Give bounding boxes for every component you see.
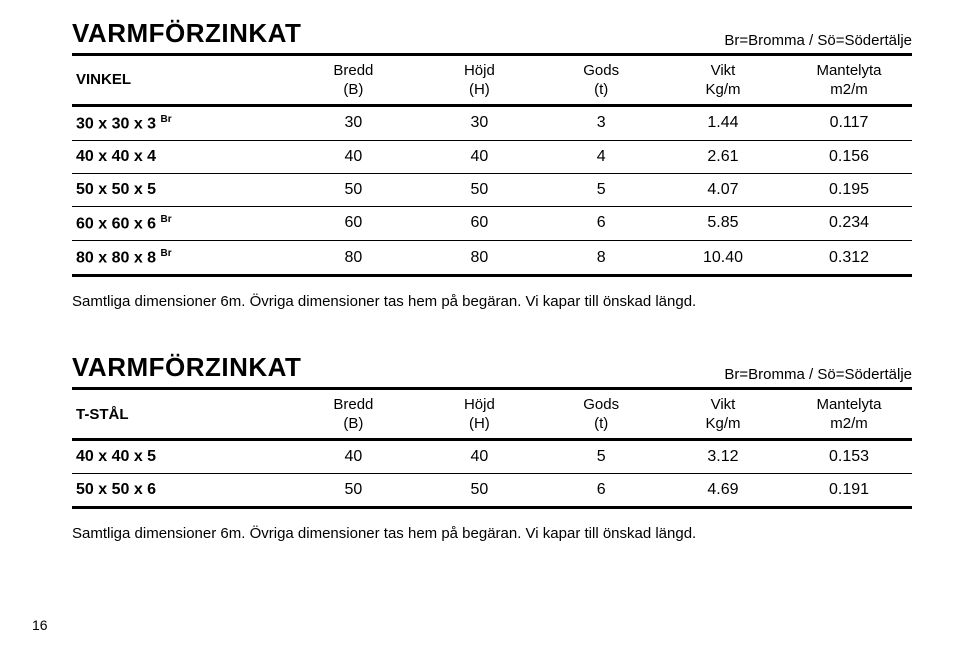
category-label-2: T-STÅL bbox=[76, 406, 129, 423]
section-vinkel: VARMFÖRZINKAT Br=Bromma / Sö=Södertälje … bbox=[72, 18, 912, 310]
cell-t: 5 bbox=[542, 439, 660, 473]
cell-dimension: 50 x 50 x 6 bbox=[72, 473, 290, 507]
cell-b: 40 bbox=[290, 140, 416, 173]
cell-b: 40 bbox=[290, 439, 416, 473]
cell-vikt: 1.44 bbox=[660, 105, 786, 140]
page-number: 16 bbox=[32, 617, 48, 633]
superscript-location: Br bbox=[161, 214, 172, 225]
col-vikt-1: ViktKg/m bbox=[660, 56, 786, 105]
cell-b: 60 bbox=[290, 206, 416, 240]
cell-dimension: 50 x 50 x 5 bbox=[72, 173, 290, 206]
cell-mantel: 0.117 bbox=[786, 105, 912, 140]
cell-dimension: 40 x 40 x 4 bbox=[72, 140, 290, 173]
table-row: 80 x 80 x 8 Br8080810.400.312 bbox=[72, 241, 912, 276]
cell-h: 40 bbox=[416, 140, 542, 173]
col-mantel-2: Mantelytam2/m bbox=[786, 390, 912, 439]
table-row: 40 x 40 x 5 404053.120.153 bbox=[72, 439, 912, 473]
cell-vikt: 5.85 bbox=[660, 206, 786, 240]
note-2: Samtliga dimensioner 6m. Övriga dimensio… bbox=[72, 525, 912, 542]
col-vikt-2: ViktKg/m bbox=[660, 390, 786, 439]
table-row: 60 x 60 x 6 Br606065.850.234 bbox=[72, 206, 912, 240]
cell-t: 5 bbox=[542, 173, 660, 206]
cell-dimension: 30 x 30 x 3 Br bbox=[72, 105, 290, 140]
cell-t: 4 bbox=[542, 140, 660, 173]
cell-h: 50 bbox=[416, 173, 542, 206]
cell-h: 80 bbox=[416, 241, 542, 276]
cell-t: 3 bbox=[542, 105, 660, 140]
col-hojd-1: Höjd(H) bbox=[416, 56, 542, 105]
cell-b: 50 bbox=[290, 473, 416, 507]
cell-mantel: 0.153 bbox=[786, 439, 912, 473]
cell-t: 8 bbox=[542, 241, 660, 276]
cell-b: 80 bbox=[290, 241, 416, 276]
col-gods-2: Gods(t) bbox=[542, 390, 660, 439]
cell-mantel: 0.195 bbox=[786, 173, 912, 206]
cell-b: 30 bbox=[290, 105, 416, 140]
cell-dimension: 60 x 60 x 6 Br bbox=[72, 206, 290, 240]
col-bredd-2: Bredd(B) bbox=[290, 390, 416, 439]
category-label-1: VINKEL bbox=[76, 71, 131, 88]
col-hojd-2: Höjd(H) bbox=[416, 390, 542, 439]
cell-vikt: 3.12 bbox=[660, 439, 786, 473]
section-title-1: VARMFÖRZINKAT bbox=[72, 18, 301, 49]
section-subtitle-2: Br=Bromma / Sö=Södertälje bbox=[724, 366, 912, 383]
cell-vikt: 2.61 bbox=[660, 140, 786, 173]
superscript-location: Br bbox=[161, 248, 172, 259]
cell-vikt: 4.07 bbox=[660, 173, 786, 206]
titlebar-2: VARMFÖRZINKAT Br=Bromma / Sö=Södertälje bbox=[72, 352, 912, 390]
cell-b: 50 bbox=[290, 173, 416, 206]
note-1: Samtliga dimensioner 6m. Övriga dimensio… bbox=[72, 293, 912, 310]
col-gods-1: Gods(t) bbox=[542, 56, 660, 105]
cell-mantel: 0.191 bbox=[786, 473, 912, 507]
col-bredd-1: Bredd(B) bbox=[290, 56, 416, 105]
titlebar-1: VARMFÖRZINKAT Br=Bromma / Sö=Södertälje bbox=[72, 18, 912, 56]
cell-mantel: 0.156 bbox=[786, 140, 912, 173]
cell-dimension: 40 x 40 x 5 bbox=[72, 439, 290, 473]
tbody-1: 30 x 30 x 3 Br303031.440.11740 x 40 x 4 … bbox=[72, 105, 912, 276]
cell-dimension: 80 x 80 x 8 Br bbox=[72, 241, 290, 276]
cell-vikt: 4.69 bbox=[660, 473, 786, 507]
section-title-2: VARMFÖRZINKAT bbox=[72, 352, 301, 383]
table-vinkel: VINKEL Bredd(B) Höjd(H) Gods(t) ViktKg/m… bbox=[72, 56, 912, 277]
col-category-1: VINKEL bbox=[72, 56, 290, 105]
cell-mantel: 0.312 bbox=[786, 241, 912, 276]
section-subtitle-1: Br=Bromma / Sö=Södertälje bbox=[724, 32, 912, 49]
table-tstal: T-STÅL Bredd(B) Höjd(H) Gods(t) ViktKg/m… bbox=[72, 390, 912, 509]
col-category-2: T-STÅL bbox=[72, 390, 290, 439]
cell-h: 50 bbox=[416, 473, 542, 507]
cell-t: 6 bbox=[542, 206, 660, 240]
superscript-location: Br bbox=[161, 114, 172, 125]
table-row: 40 x 40 x 4 404042.610.156 bbox=[72, 140, 912, 173]
section-tstal: VARMFÖRZINKAT Br=Bromma / Sö=Södertälje … bbox=[72, 352, 912, 542]
cell-mantel: 0.234 bbox=[786, 206, 912, 240]
table-row: 30 x 30 x 3 Br303031.440.117 bbox=[72, 105, 912, 140]
cell-t: 6 bbox=[542, 473, 660, 507]
table-row: 50 x 50 x 6 505064.690.191 bbox=[72, 473, 912, 507]
col-mantel-1: Mantelytam2/m bbox=[786, 56, 912, 105]
cell-h: 40 bbox=[416, 439, 542, 473]
table-row: 50 x 50 x 5 505054.070.195 bbox=[72, 173, 912, 206]
cell-h: 60 bbox=[416, 206, 542, 240]
tbody-2: 40 x 40 x 5 404053.120.15350 x 50 x 6 50… bbox=[72, 439, 912, 507]
cell-vikt: 10.40 bbox=[660, 241, 786, 276]
cell-h: 30 bbox=[416, 105, 542, 140]
